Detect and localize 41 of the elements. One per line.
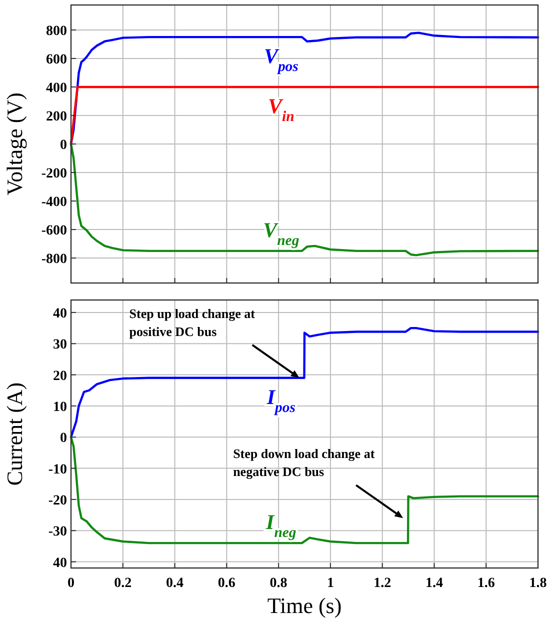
line-series: [70, 32, 540, 146]
y-tick-label: -400: [41, 195, 67, 210]
line-series: [70, 436, 540, 544]
y-tick-label: 40: [53, 556, 67, 571]
series-label: V$_{neg}$: [263, 218, 300, 249]
y-tick-label: -30: [48, 524, 67, 540]
y-axis-title: Voltage (V): [2, 92, 27, 196]
series-label: V$_{in}$: [268, 94, 294, 125]
x-axis-title: Time (s): [267, 593, 342, 618]
x-tick-label: 0.6: [218, 576, 236, 591]
y-tick-label: 400: [46, 80, 67, 96]
y-tick-label: 200: [46, 109, 67, 124]
series-label: I$_{pos}$: [266, 384, 296, 416]
line-series: [70, 142, 540, 256]
y-tick-label: 600: [46, 52, 67, 68]
x-tick-label: 0.4: [166, 576, 184, 591]
line-series: [70, 326, 540, 438]
x-tick-label: 0.8: [270, 576, 288, 591]
y-tick-label: -20: [48, 493, 67, 508]
x-tick-label: 1.6: [477, 576, 495, 591]
x-tick-label: 1.2: [374, 576, 392, 591]
y-tick-label: 10: [53, 400, 67, 415]
series-label: I$_{neg}$: [265, 510, 296, 542]
y-tick-label: 30: [53, 338, 67, 353]
x-tick-label: 1.8: [529, 576, 547, 591]
annotation: Step down load change at negative DC bus: [233, 446, 376, 480]
y-tick-label: 0: [60, 431, 67, 446]
y-tick-label: 40: [53, 306, 67, 322]
y-tick-label: -10: [48, 462, 67, 478]
y-axis-title: Current (A): [2, 382, 27, 486]
x-tick-label: 1: [326, 576, 334, 591]
y-tick-label: 20: [53, 368, 67, 384]
series-label: V$_{pos}$: [264, 44, 299, 76]
y-tick-label: -800: [41, 252, 67, 268]
annotation: Step up load change at positive DC bus: [129, 306, 256, 339]
y-tick-label: -200: [41, 166, 67, 182]
x-tick-label: 0.2: [114, 576, 132, 591]
x-tick-label: 1.4: [425, 576, 443, 591]
y-tick-label: -600: [41, 224, 67, 239]
y-tick-label: 800: [46, 24, 67, 39]
y-tick-label: 0: [60, 138, 67, 153]
